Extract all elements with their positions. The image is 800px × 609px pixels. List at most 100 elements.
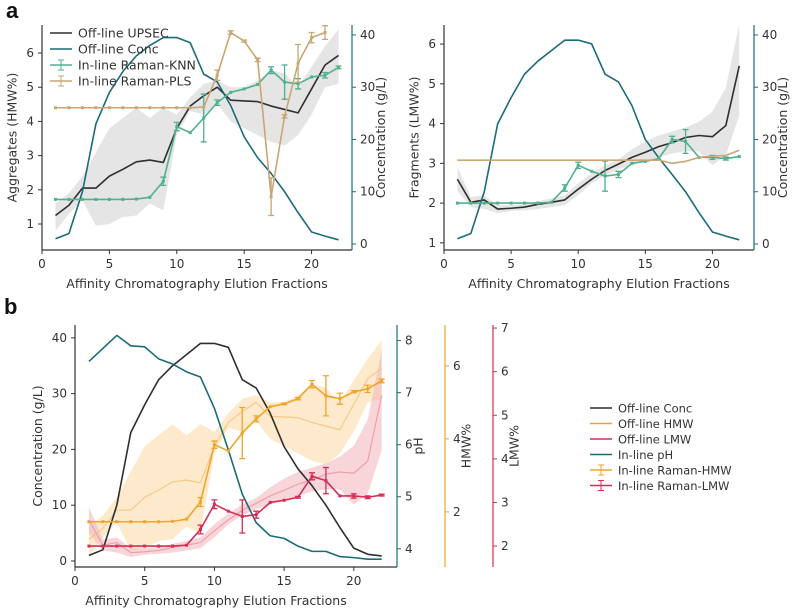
data-point <box>185 517 189 521</box>
y2-tick-label: 0 <box>360 237 368 251</box>
data-point <box>94 197 98 201</box>
x-tick-label: 20 <box>346 574 361 588</box>
y-tick-label: 40 <box>52 331 67 345</box>
error-bar <box>197 524 204 535</box>
legend-label: In-line Raman-KNN <box>78 58 196 73</box>
legend-label: In-line Raman-LMW <box>618 479 729 493</box>
error-bar <box>322 25 329 41</box>
data-point <box>282 498 286 502</box>
y-tick-label: 30 <box>52 387 67 401</box>
y4-axis-label: LMW% <box>507 425 522 467</box>
y3-tick-label: 4 <box>453 432 461 446</box>
data-point <box>143 520 147 524</box>
data-point <box>175 106 179 110</box>
data-point <box>157 520 161 524</box>
y2-tick-label: 7 <box>405 386 413 400</box>
legend-item-off-line-conc: Off-line Conc <box>50 42 159 57</box>
y-tick-label: 6 <box>428 37 436 51</box>
y-tick-label: 0 <box>59 554 67 568</box>
data-point <box>67 197 71 201</box>
x-tick-label: 0 <box>71 574 79 588</box>
error-bar <box>253 510 260 519</box>
x-tick-label: 10 <box>207 574 222 588</box>
series-line <box>88 334 382 560</box>
data-point <box>171 519 175 523</box>
series-in-line-ph <box>88 334 382 560</box>
y-axis-label: Fragments (LMW%) <box>407 77 422 199</box>
error-bar <box>241 39 248 43</box>
data-point <box>53 197 57 201</box>
data-point <box>121 106 125 110</box>
data-point <box>53 106 57 110</box>
series-line <box>457 149 740 165</box>
series-line <box>457 39 740 241</box>
data-point <box>469 201 473 205</box>
series-line <box>55 66 339 201</box>
x-tick-label: 0 <box>440 257 448 271</box>
y4-tick-label: 6 <box>501 365 509 379</box>
error-bar <box>239 406 246 460</box>
error-bar <box>295 43 302 83</box>
series-line <box>88 342 382 557</box>
data-point <box>268 500 272 504</box>
y2-tick-label: 10 <box>762 185 777 199</box>
error-bar <box>211 440 218 450</box>
data-point <box>185 543 189 547</box>
data-point <box>134 197 138 201</box>
legend-item-in-line-raman-knn: In-line Raman-KNN <box>50 58 196 73</box>
error-bar <box>364 384 371 394</box>
y3-axis-label: HMW% <box>459 424 474 469</box>
error-bar <box>335 65 342 70</box>
y2-tick-label: 8 <box>405 334 413 348</box>
y4-tick-label: 2 <box>501 539 509 553</box>
y-tick-label: 5 <box>26 80 34 94</box>
error-bar <box>211 499 218 510</box>
data-point <box>226 449 230 453</box>
series-in-line-raman-knn <box>455 128 741 205</box>
error-bar <box>308 379 315 389</box>
data-point <box>101 544 105 548</box>
data-point <box>101 520 105 524</box>
legend-label: Off-line Conc <box>618 402 692 416</box>
data-point <box>107 197 111 201</box>
y2-tick-label: 20 <box>360 132 375 146</box>
y3-tick-label: 2 <box>453 505 461 519</box>
y-tick-label: 1 <box>428 236 436 250</box>
confidence-band <box>55 29 339 231</box>
error-bar <box>378 378 385 384</box>
data-point <box>509 201 513 205</box>
error-bar <box>281 113 288 119</box>
error-bar <box>200 93 207 143</box>
data-point <box>148 195 152 199</box>
legend-item-off-line-hmw: Off-line HMW <box>590 417 693 431</box>
y-tick-label: 3 <box>26 149 34 163</box>
error-bar <box>254 57 261 63</box>
y-tick-label: 4 <box>26 114 34 128</box>
error-bar <box>253 415 260 423</box>
error-bar <box>378 493 385 497</box>
error-bar <box>239 499 246 534</box>
error-bar <box>268 66 275 75</box>
data-point <box>67 106 71 110</box>
y2-tick-label: 5 <box>405 490 413 504</box>
x-tick-label: 20 <box>705 257 720 271</box>
data-point <box>657 157 661 161</box>
data-point <box>87 520 91 524</box>
x-axis-label: Affinity Chromatography Elution Fraction… <box>85 593 346 608</box>
data-point <box>226 509 230 513</box>
x-tick-label: 15 <box>237 257 252 271</box>
legend-errorbar-icon <box>58 59 64 71</box>
x-tick-label: 10 <box>169 257 184 271</box>
y-tick-label: 2 <box>428 196 436 210</box>
series-line <box>88 380 383 523</box>
error-bar <box>197 496 204 508</box>
series-in-line-raman-hmw <box>87 375 385 524</box>
data-point <box>121 197 125 201</box>
error-bar <box>308 31 315 44</box>
data-point <box>107 106 111 110</box>
y2-tick-label: 30 <box>360 80 375 94</box>
x-tick-label: 15 <box>638 257 653 271</box>
